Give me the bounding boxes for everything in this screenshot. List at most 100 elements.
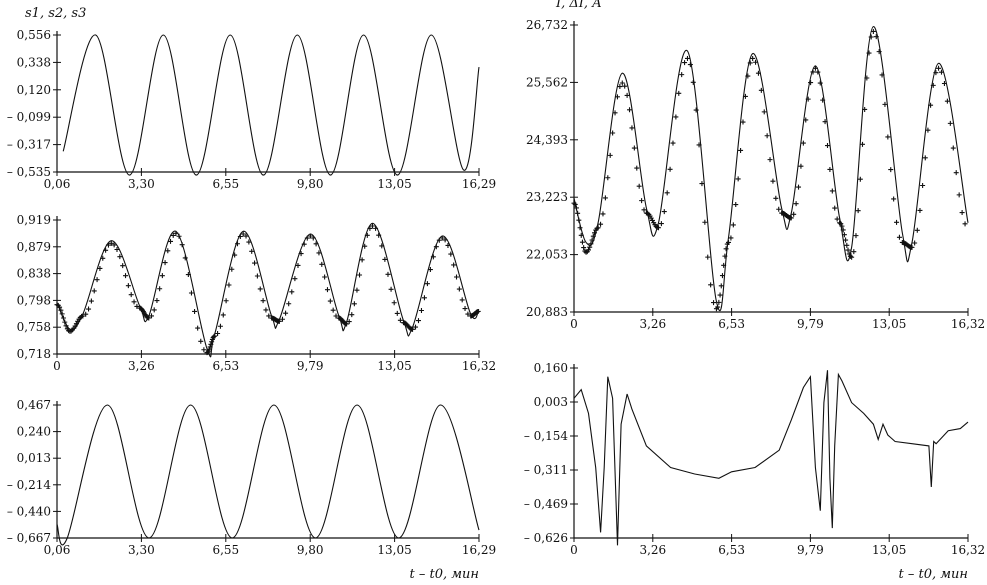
data-point-marker xyxy=(820,97,826,103)
data-point-marker xyxy=(944,98,950,104)
data-point-marker xyxy=(661,209,667,215)
data-point-marker xyxy=(605,175,611,181)
data-point-marker xyxy=(612,110,618,116)
data-point-marker xyxy=(63,323,69,329)
data-point-marker xyxy=(592,230,598,236)
data-point-marker xyxy=(658,221,664,227)
chart-s3: 0,467 0,240 0,013 – 0,214 – 0,440 – 0,6670,06… xyxy=(7,398,496,582)
data-point-marker xyxy=(808,80,814,86)
data-point-marker xyxy=(843,237,849,243)
data-point-marker xyxy=(448,251,454,257)
data-point-marker xyxy=(289,289,295,295)
data-point-marker xyxy=(598,221,604,227)
chart-s1: 0,556 0,338 0,120 – 0,099 – 0,317 – 0,5350,06… xyxy=(7,6,496,191)
data-point-marker xyxy=(170,232,176,238)
data-point-marker xyxy=(346,319,352,325)
data-point-marker xyxy=(641,207,647,213)
y-tick-label: 0,838 xyxy=(17,267,51,281)
data-point-marker xyxy=(920,183,926,188)
data-point-marker xyxy=(108,240,114,246)
data-point-marker xyxy=(726,239,732,245)
data-point-marker xyxy=(745,73,751,79)
data-point-marker xyxy=(364,232,370,238)
data-point-marker xyxy=(610,130,616,136)
data-point-marker xyxy=(154,298,160,304)
data-point-marker xyxy=(639,198,645,204)
x-tick-label: 3,26 xyxy=(639,543,666,557)
data-point-marker xyxy=(111,242,117,248)
data-point-marker xyxy=(237,233,243,239)
data-point-marker xyxy=(864,75,870,81)
data-point-marker xyxy=(445,242,451,248)
data-point-marker xyxy=(456,286,462,292)
data-point-marker xyxy=(894,219,900,225)
data-point-marker xyxy=(859,141,865,147)
data-point-marker xyxy=(587,244,593,250)
data-point-marker xyxy=(279,316,285,322)
data-point-marker xyxy=(86,306,92,312)
data-point-marker xyxy=(188,290,194,296)
data-point-marker xyxy=(579,239,585,245)
data-point-marker xyxy=(451,262,457,268)
y-tick-label: – 0,535 xyxy=(7,165,51,179)
data-point-marker xyxy=(800,140,806,146)
data-point-marker xyxy=(862,106,868,112)
data-point-marker xyxy=(624,92,630,98)
data-point-marker xyxy=(304,235,310,241)
data-point-marker xyxy=(953,170,959,176)
x-tick-label: 13,05 xyxy=(377,543,411,557)
data-point-marker xyxy=(97,265,103,271)
data-point-marker xyxy=(696,142,702,148)
data-point-marker xyxy=(627,107,633,113)
data-point-marker xyxy=(185,272,191,278)
data-point-marker xyxy=(100,255,106,261)
x-axis-label: t – t0, мин xyxy=(410,567,479,582)
data-point-marker xyxy=(938,69,944,75)
data-point-marker xyxy=(829,188,835,194)
data-point-marker xyxy=(590,233,596,239)
data-point-marker xyxy=(891,196,897,202)
data-point-marker xyxy=(873,34,879,40)
x-tick-label: 16,29 xyxy=(462,543,496,557)
data-point-marker xyxy=(319,261,325,267)
x-tick-label: 3,26 xyxy=(128,359,155,373)
data-point-marker xyxy=(721,262,727,268)
y-tick-label: 0,338 xyxy=(17,55,51,69)
data-point-marker xyxy=(397,317,403,323)
axis-s2 xyxy=(56,216,479,355)
data-point-marker xyxy=(849,254,855,260)
y-tick-label: 0,556 xyxy=(17,28,51,42)
data-point-marker xyxy=(283,310,289,316)
data-point-marker xyxy=(676,90,682,96)
data-point-marker xyxy=(733,202,739,208)
data-point-marker xyxy=(83,311,89,317)
data-point-marker xyxy=(655,225,661,231)
data-point-marker xyxy=(723,246,729,252)
data-point-marker xyxy=(770,178,776,184)
data-point-marker xyxy=(424,281,430,287)
data-point-marker xyxy=(602,195,608,201)
data-point-marker xyxy=(307,233,313,239)
y-axis-label: I, ΔI, A xyxy=(555,0,602,11)
data-point-marker xyxy=(928,102,934,108)
data-point-marker xyxy=(636,183,642,189)
data-point-marker xyxy=(845,247,851,253)
y-tick-label: 22,053 xyxy=(526,248,568,262)
data-point-marker xyxy=(357,272,363,278)
data-point-marker xyxy=(607,152,613,158)
data-point-marker xyxy=(373,225,379,231)
data-point-marker xyxy=(257,286,263,292)
data-point-marker xyxy=(619,80,625,86)
data-point-marker xyxy=(767,157,773,163)
y-tick-label: 0,240 xyxy=(17,425,51,439)
data-point-marker xyxy=(123,273,129,279)
data-point-marker xyxy=(379,243,385,249)
data-point-marker xyxy=(223,298,229,304)
data-point-marker xyxy=(57,304,63,310)
x-tick-label: 0 xyxy=(570,317,578,331)
data-point-marker xyxy=(240,231,246,237)
data-point-marker xyxy=(573,205,579,211)
data-point-marker xyxy=(209,339,215,345)
y-tick-label: 23,223 xyxy=(526,190,568,204)
